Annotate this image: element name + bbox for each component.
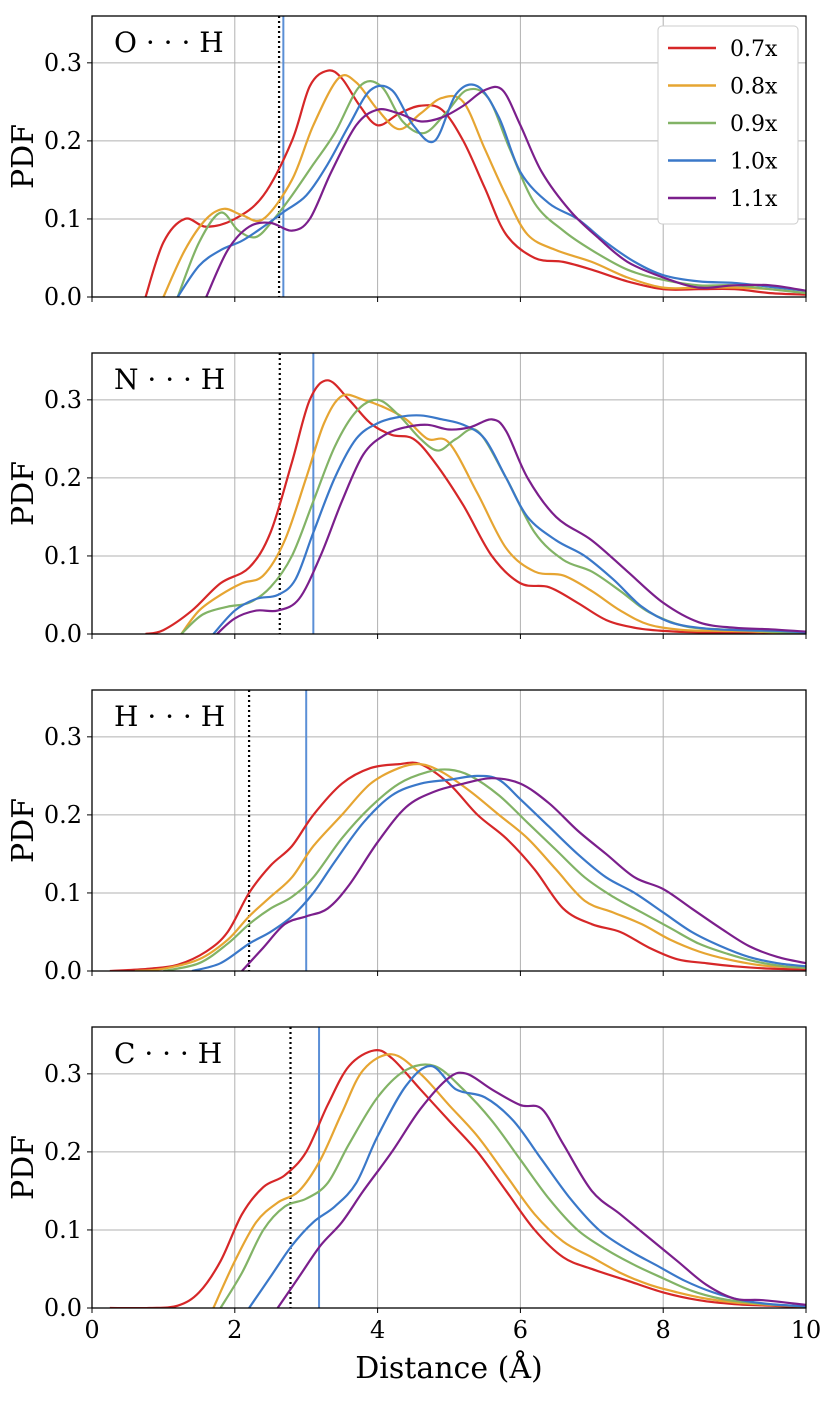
panel-label: H · · · H [114, 700, 225, 733]
y-tick-label: 0.1 [44, 879, 82, 907]
series-line-0.8x [134, 762, 806, 971]
y-tick-label: 0.0 [44, 957, 82, 985]
series-line-1.1x [241, 777, 806, 971]
x-tick-label: 8 [656, 1316, 671, 1344]
axes-frame [91, 15, 807, 298]
series-line-0.7x [109, 761, 806, 971]
y-axis-label: PDF [6, 124, 41, 189]
panel-2: 0.0 0.1 0.2 0.3 PDF N · · · H [6, 352, 807, 648]
series-line-1.0x [176, 83, 806, 297]
y-tick-label: 0.1 [44, 205, 82, 233]
y-axis-label: PDF [6, 461, 41, 526]
series-line-0.7x [144, 69, 806, 297]
series-group [109, 761, 806, 971]
y-tick-label: 0.2 [44, 464, 82, 492]
y-tick-label: 0.2 [44, 1138, 82, 1166]
x-tick-label: 6 [513, 1316, 528, 1344]
series-line-1.1x [205, 85, 806, 297]
series-line-0.9x [219, 1063, 806, 1308]
x-tick-label: 10 [791, 1316, 822, 1344]
axes-frame [91, 1026, 807, 1309]
series-line-1.0x [248, 1064, 806, 1308]
panel-label: C · · · H [114, 1037, 222, 1070]
y-tick-label: 0.1 [44, 542, 82, 570]
x-tick-label: 2 [227, 1316, 242, 1344]
x-tick-label: 0 [84, 1316, 99, 1344]
y-tick-label: 0.3 [44, 1060, 82, 1088]
y-tick-label: 0.1 [44, 1216, 82, 1244]
series-line-0.7x [145, 379, 806, 634]
x-tick-label: 4 [370, 1316, 385, 1344]
series-group [145, 379, 806, 634]
legend: 0.7x 0.8x 0.9x 1.0x 1.1x [657, 25, 799, 225]
series-line-0.8x [180, 393, 806, 634]
y-tick-label: 0.3 [44, 386, 82, 414]
y-tick-label: 0.0 [44, 620, 82, 648]
legend-label: 0.9x [730, 112, 778, 137]
y-axis-label: PDF [6, 1135, 41, 1200]
legend-label: 0.8x [730, 75, 778, 100]
y-tick-label: 0.2 [44, 127, 82, 155]
series-line-1.1x [276, 1071, 806, 1308]
series-line-1.0x [191, 774, 806, 971]
series-line-0.9x [176, 80, 806, 297]
y-tick-label: 0.0 [44, 1294, 82, 1322]
y-tick-label: 0.3 [44, 723, 82, 751]
panel-4: 0.0 0.1 0.2 0.3 0 2 4 6 8 10 PDF C · · · H Distance … [6, 1026, 822, 1386]
series-group [109, 1049, 806, 1308]
axes-frame [91, 352, 807, 635]
series-line-1.1x [216, 418, 806, 634]
axes-frame [91, 689, 807, 972]
series-line-0.7x [109, 1049, 806, 1308]
panel-label: N · · · H [114, 363, 225, 396]
y-tick-label: 0.0 [44, 283, 82, 311]
series-line-0.8x [162, 74, 806, 297]
panel-label: O · · · H [114, 26, 224, 59]
legend-box [657, 25, 799, 225]
legend-label: 0.7x [730, 37, 778, 62]
legend-label: 1.1x [730, 187, 778, 212]
panel-3: 0.0 0.1 0.2 0.3 PDF H · · · H [6, 689, 807, 985]
panel-1: 0.0 0.1 0.2 0.3 PDF O · · · H 0.7x 0.8x 0.9x 1.0x… [6, 15, 807, 311]
x-axis-label: Distance (Å) [355, 1350, 542, 1386]
y-tick-label: 0.2 [44, 801, 82, 829]
series-line-0.8x [212, 1053, 806, 1308]
series-group [144, 69, 806, 297]
y-tick-label: 0.3 [44, 49, 82, 77]
legend-label: 1.0x [730, 150, 778, 175]
y-axis-label: PDF [6, 798, 41, 863]
series-line-1.0x [212, 414, 806, 634]
